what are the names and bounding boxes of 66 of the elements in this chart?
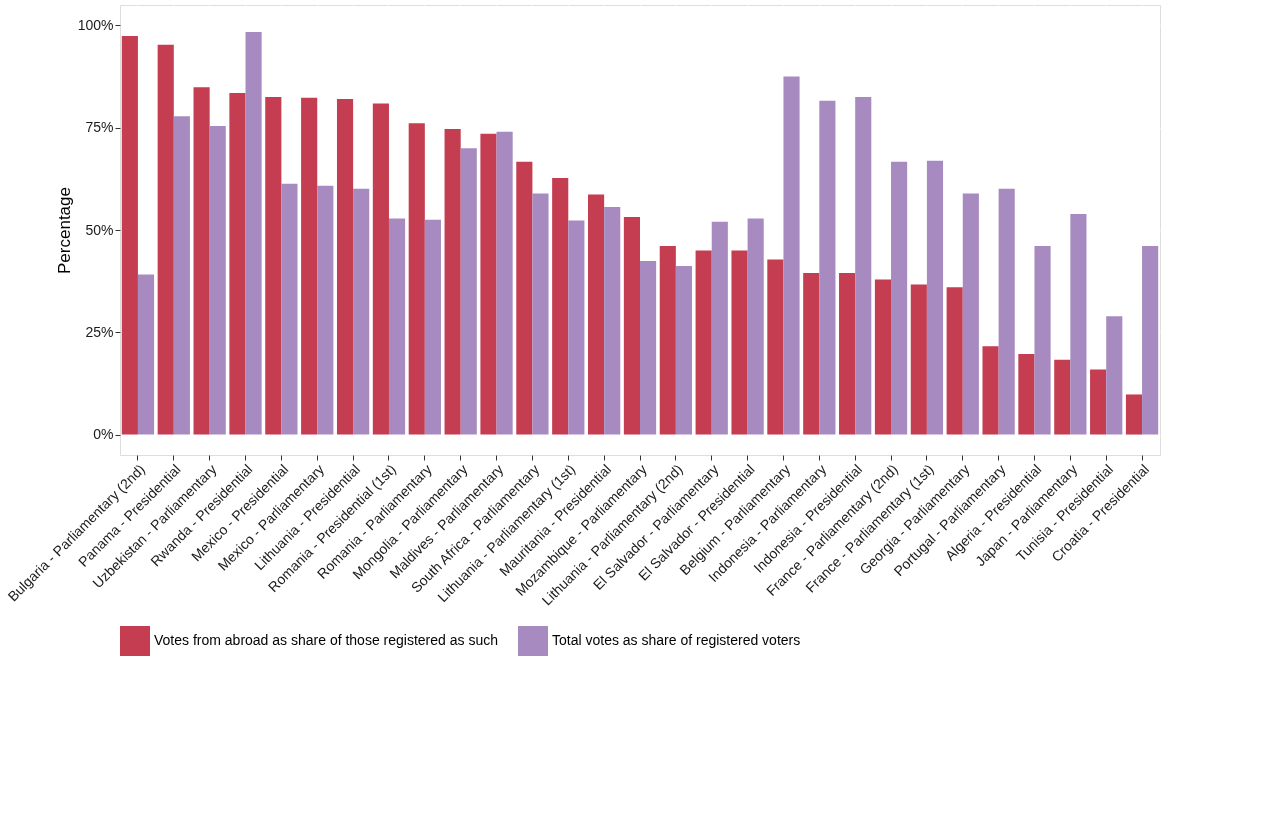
bar (245, 32, 262, 435)
bar (819, 100, 836, 435)
bar (767, 259, 784, 435)
bar (1090, 369, 1107, 435)
bar (1018, 353, 1035, 435)
y-tick-label: 50% (85, 221, 114, 238)
bar (926, 160, 944, 435)
bar (408, 123, 425, 435)
bar (874, 279, 892, 435)
y-tick-label: 75% (85, 119, 114, 136)
bar (516, 161, 533, 435)
legend-label: Votes from abroad as share of those registered as such (154, 632, 498, 648)
bar (604, 207, 621, 435)
bar (444, 128, 461, 435)
bar (1125, 394, 1143, 435)
bar (839, 272, 856, 435)
bar (747, 218, 764, 435)
bar (424, 219, 441, 435)
bar (460, 148, 477, 435)
bar (301, 97, 318, 435)
legend-label: Total votes as share of registered voters (552, 632, 801, 648)
bar (137, 274, 155, 435)
bar (372, 103, 389, 435)
y-tick-label: 0% (93, 426, 114, 443)
bar (388, 218, 406, 435)
bar (1142, 245, 1159, 435)
bar (1070, 214, 1087, 435)
bar (731, 250, 748, 435)
bar (588, 194, 605, 435)
bar (962, 193, 979, 435)
bar (209, 126, 226, 435)
bar (891, 161, 908, 435)
bar (910, 284, 927, 435)
bar (317, 185, 334, 435)
y-tick-label: 25% (85, 323, 114, 340)
bar (1034, 245, 1051, 435)
bar (229, 92, 246, 435)
bar (265, 97, 282, 435)
bar (568, 220, 585, 435)
bar (946, 287, 963, 435)
bar (121, 36, 138, 435)
bar (982, 346, 999, 435)
y-tick-label: 100% (77, 16, 114, 33)
bar (675, 266, 692, 435)
y-axis-title: Percentage (54, 187, 74, 274)
bar (353, 188, 370, 435)
bar (193, 87, 210, 435)
bar (855, 97, 872, 435)
bar (480, 133, 497, 435)
bar (803, 272, 820, 435)
bar (711, 221, 728, 435)
bar (783, 76, 800, 435)
bar (552, 178, 569, 435)
bar (157, 44, 174, 435)
bar (281, 183, 298, 435)
bar (1106, 316, 1123, 435)
bar (623, 216, 640, 435)
bar (496, 131, 513, 435)
bar (173, 116, 190, 435)
bar (998, 188, 1015, 435)
bar (695, 250, 712, 435)
bar (532, 193, 549, 435)
bar (640, 261, 657, 435)
bar (336, 99, 354, 435)
bar (1054, 359, 1071, 435)
bar (659, 245, 676, 435)
